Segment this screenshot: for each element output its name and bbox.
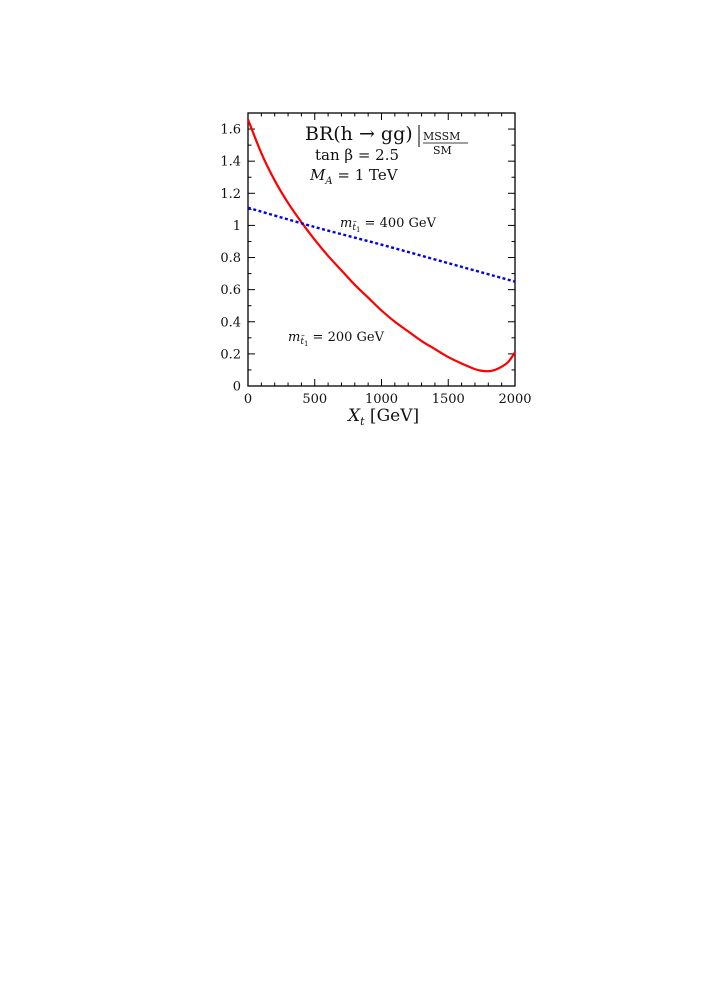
title-sub-top: MSSM [423,130,460,143]
param-tan-beta: tan β = 2.5 [315,146,399,164]
y-tick-label: 0.8 [220,251,241,266]
x-tick-label: 2000 [498,392,531,407]
x-tick-label: 0 [244,392,252,407]
series-label-400-value: = 400 GeV [360,216,436,231]
y-tick-label: 0.6 [220,283,241,298]
x-tick-label: 1000 [365,392,398,407]
series-label-200-sub: 1 [304,340,308,348]
param-mass-a-value: = 1 TeV [333,166,399,184]
axis-tick-labels: 0 500 1000 1500 2000 0 0.2 0.4 0.6 0.8 1 1.2 1.4 1.6 [220,123,531,407]
x-axis-label: Xt [GeV] [346,406,419,428]
x-axis-label-sub: t [360,415,365,428]
series-label-200-m: m [288,330,300,345]
series-label-200: mt̃1 = 200 GeV [288,330,385,348]
series-label-400-m: m [340,216,352,231]
title-sub-bottom: SM [433,144,452,157]
series-layer [246,119,516,373]
y-tick-label: 0 [233,380,241,395]
x-axis-label-unit: [GeV] [365,406,420,426]
series-label-400-t: t̃ [352,220,356,233]
param-mass-a: MA = 1 TeV [309,166,399,187]
series-label-200-value: = 200 GeV [308,330,384,345]
series-line-0 [246,119,516,373]
y-tick-label: 1.4 [220,155,241,170]
series-line-1 [247,206,516,283]
y-tick-label: 1.2 [220,187,241,202]
axis-ticks [247,113,516,387]
chart-title-main: BR(h → gg) [305,123,413,145]
param-mass-a-sub: A [324,176,332,187]
series-label-400-sub: 1 [356,226,360,234]
y-tick-label: 1 [233,219,241,234]
param-mass-a-symbol: M [309,166,326,184]
series-label-200-t: t̃ [300,334,304,347]
x-tick-label: 1500 [432,392,465,407]
x-tick-label: 500 [302,392,327,407]
y-tick-label: 1.6 [220,123,241,138]
chart-title: BR(h → gg) [305,123,413,145]
y-tick-label: 0.2 [220,347,241,362]
series-label-400: mt̃1 = 400 GeV [340,216,437,234]
x-axis-label-symbol: X [346,406,361,426]
y-tick-label: 0.4 [220,315,241,330]
